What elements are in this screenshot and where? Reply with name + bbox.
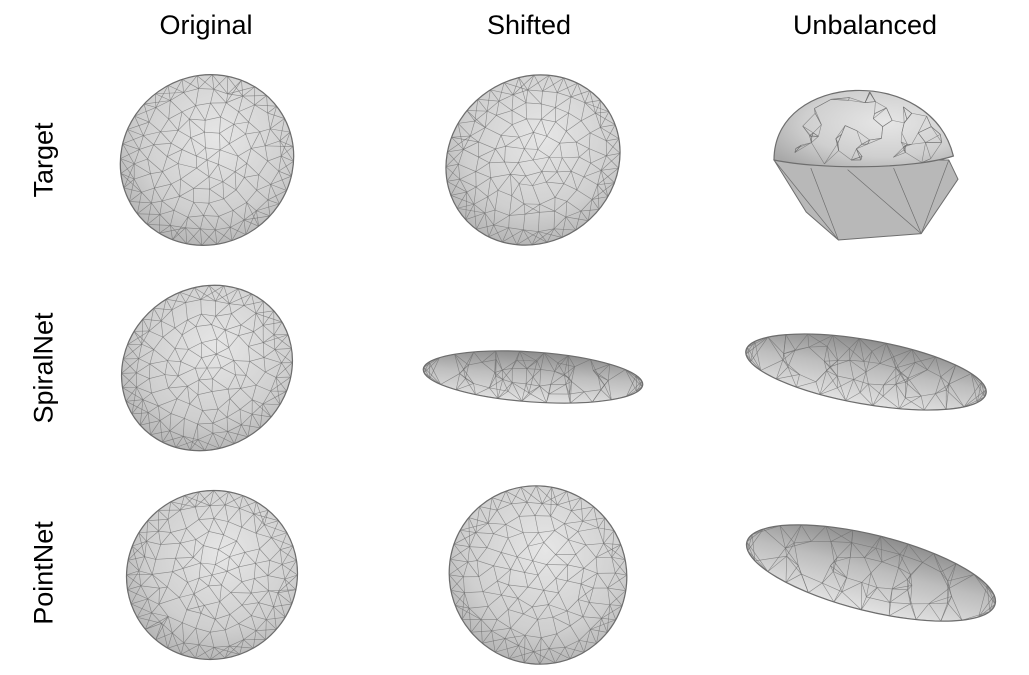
- mesh-pointnet-unbalanced: [745, 524, 997, 622]
- mesh-pointnet-shifted: [448, 485, 628, 665]
- mesh-target-unbalanced: [773, 89, 959, 241]
- mesh-target-original: [119, 74, 295, 246]
- mesh-spiralnet-original: [120, 284, 294, 452]
- column-label-unbalanced: Unbalanced: [792, 10, 938, 40]
- mesh-spiralnet-unbalanced: [745, 333, 987, 411]
- mesh-pointnet-original: [125, 489, 299, 661]
- column-label-shifted: Shifted: [486, 10, 572, 40]
- mesh-spiralnet-shifted: [422, 350, 644, 404]
- column-label-original: Original: [159, 10, 253, 40]
- mesh-target-shifted: [445, 74, 621, 246]
